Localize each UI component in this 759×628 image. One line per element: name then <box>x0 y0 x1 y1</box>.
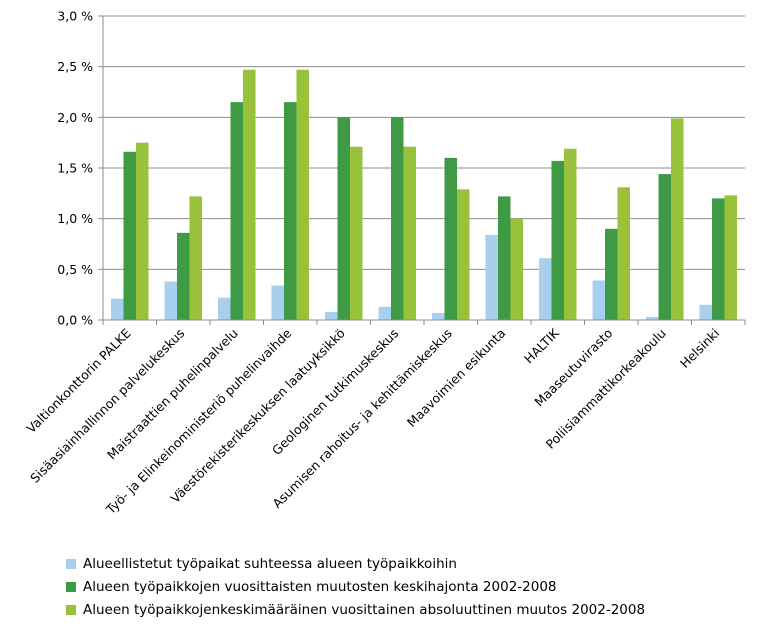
bar <box>432 312 445 320</box>
y-tick-label: 0,0 % <box>57 313 93 328</box>
bar <box>378 306 391 320</box>
bar <box>564 148 577 320</box>
bar <box>230 102 243 320</box>
bar <box>724 195 737 320</box>
bar <box>403 146 416 320</box>
legend-swatch <box>66 604 76 615</box>
bar <box>457 189 470 320</box>
bar <box>671 118 684 320</box>
x-tick-label: HALTIK <box>521 325 562 366</box>
y-tick-label: 3,0 % <box>57 9 93 24</box>
bar <box>136 142 149 320</box>
y-tick-label: 0,5 % <box>57 262 93 277</box>
legend-label: Alueen työpaikkojenkeskimääräinen vuosit… <box>83 601 646 618</box>
y-tick-label: 2,0 % <box>57 110 93 125</box>
legend-swatch <box>66 558 76 569</box>
y-tick-label: 1,5 % <box>57 161 93 176</box>
legend: Alueellistetut työpaikat suhteessa aluee… <box>66 552 645 621</box>
x-tick-label: Työ- ja Elinkeinoministeriö puhelinvaihd… <box>102 325 294 517</box>
legend-swatch <box>66 581 76 592</box>
bar <box>218 297 231 320</box>
bar <box>498 196 511 320</box>
bar <box>699 304 712 320</box>
bar <box>605 228 618 320</box>
x-tick-label: Maavoimien esikunta <box>404 326 509 431</box>
axes <box>102 16 746 325</box>
bar <box>539 258 552 320</box>
bar-chart: 0,0 % 0,5 % 1,0 % 1,5 % 2,0 % 2,5 % 3,0 % Valt… <box>23 9 746 518</box>
bar <box>189 196 202 320</box>
x-tick-label: Valtionkonttorin PALKE <box>23 325 134 436</box>
bar <box>391 117 404 320</box>
x-tick-labels: Valtionkonttorin PALKESisäasiainhallinno… <box>23 325 722 518</box>
legend-label: Alueellistetut työpaikat suhteessa aluee… <box>83 555 457 572</box>
y-tick-label: 1,0 % <box>57 211 93 226</box>
bar <box>123 151 136 320</box>
bar <box>551 160 564 320</box>
bar <box>485 234 498 320</box>
bar <box>592 280 605 320</box>
bar <box>284 102 297 320</box>
legend-item-series-3: Alueen työpaikkojenkeskimääräinen vuosit… <box>66 598 645 621</box>
bar <box>337 117 350 320</box>
legend-item-series-1: Alueellistetut työpaikat suhteessa aluee… <box>66 552 645 575</box>
y-tick-label: 2,5 % <box>57 59 93 74</box>
bar <box>350 146 363 320</box>
y-tick-labels: 0,0 % 0,5 % 1,0 % 1,5 % 2,0 % 2,5 % 3,0 % <box>57 9 93 328</box>
bar <box>617 187 630 320</box>
x-tick-label: Helsinki <box>677 326 722 371</box>
legend-item-series-2: Alueen työpaikkojen vuosittaisten muutos… <box>66 575 645 598</box>
bar <box>243 69 256 320</box>
bar <box>177 232 190 320</box>
gridlines <box>98 15 745 321</box>
bar <box>164 281 177 320</box>
bar <box>444 157 457 320</box>
bar <box>296 69 309 320</box>
bar <box>646 316 659 320</box>
bar <box>111 298 124 320</box>
bar <box>271 285 284 320</box>
bars <box>111 69 737 320</box>
bar <box>510 218 523 320</box>
bar <box>325 311 338 320</box>
bar <box>712 198 725 320</box>
bar <box>658 174 671 320</box>
legend-label: Alueen työpaikkojen vuosittaisten muutos… <box>83 578 557 595</box>
